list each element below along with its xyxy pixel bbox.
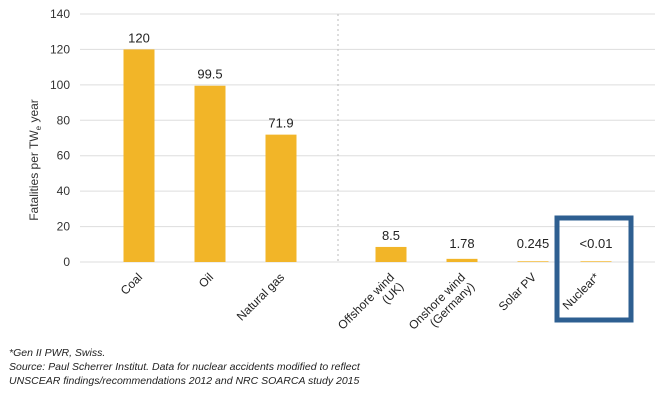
highlight-box bbox=[554, 215, 634, 323]
x-tick-label-line: Oil bbox=[196, 270, 216, 290]
x-tick-label-line: Nuclear* bbox=[560, 270, 603, 313]
y-tick-label: 120 bbox=[50, 42, 70, 56]
y-axis-ticks: 0 20 40 60 80 100 120 140 bbox=[50, 7, 70, 269]
x-tick-label: Nuclear* bbox=[560, 270, 603, 313]
y-axis-label-main: Fatalities per TW bbox=[27, 130, 41, 221]
x-tick-label: Oil bbox=[196, 270, 216, 290]
y-axis-label: Fatalities per TWe year bbox=[27, 99, 43, 221]
value-label: 99.5 bbox=[197, 67, 222, 82]
x-tick-label: Natural gas bbox=[234, 270, 287, 323]
bar bbox=[194, 85, 226, 262]
x-tick-label: Coal bbox=[118, 270, 145, 297]
value-label: 1.78 bbox=[449, 236, 474, 251]
bar bbox=[265, 134, 297, 262]
bar bbox=[580, 261, 612, 262]
x-tick-label: Solar PV bbox=[496, 270, 539, 313]
y-tick-label: 140 bbox=[50, 7, 70, 21]
footnote-source-line2: UNSCEAR findings/recommendations 2012 an… bbox=[9, 375, 360, 387]
x-tick-label-line: Coal bbox=[118, 270, 145, 297]
x-tick-label-line: Solar PV bbox=[496, 270, 539, 313]
x-tick-label-line: Natural gas bbox=[234, 270, 287, 323]
bar-chart: 0 20 40 60 80 100 120 140 120 99.5 71.9 8.5 1.78 0.2… bbox=[27, 7, 655, 340]
y-axis-label-sub: e bbox=[34, 125, 43, 130]
footnote-gen: *Gen II PWR, Swiss. bbox=[9, 347, 106, 359]
value-label: 8.5 bbox=[382, 228, 400, 243]
bar bbox=[517, 261, 549, 262]
y-tick-label: 40 bbox=[57, 184, 71, 198]
y-tick-label: 100 bbox=[50, 78, 70, 92]
value-labels: 120 99.5 71.9 8.5 1.78 0.245 <0.01 bbox=[128, 30, 612, 251]
gridlines bbox=[80, 13, 655, 263]
bars bbox=[123, 49, 612, 262]
y-axis-label-tail: year bbox=[27, 99, 41, 126]
value-label: 120 bbox=[128, 30, 150, 45]
y-tick-label: 60 bbox=[57, 149, 71, 163]
bar bbox=[375, 246, 407, 262]
value-label: 0.245 bbox=[517, 236, 550, 251]
value-label: <0.01 bbox=[580, 236, 613, 251]
footnote-source-line1: Source: Paul Scherrer Institut. Data for… bbox=[9, 361, 360, 373]
x-axis-labels: Coal Oil Natural gas Offshore wind(UK) Onsho… bbox=[118, 270, 603, 340]
y-tick-label: 20 bbox=[57, 220, 71, 234]
value-label: 71.9 bbox=[268, 116, 293, 131]
y-tick-label: 0 bbox=[63, 255, 70, 269]
x-tick-label: Offshore wind(UK) bbox=[335, 270, 406, 340]
bar bbox=[123, 49, 155, 262]
nuclear-highlight-box bbox=[554, 215, 634, 323]
x-tick-label: Onshore wind(Germany) bbox=[406, 270, 477, 340]
y-tick-label: 80 bbox=[57, 113, 71, 127]
bar bbox=[446, 258, 478, 262]
